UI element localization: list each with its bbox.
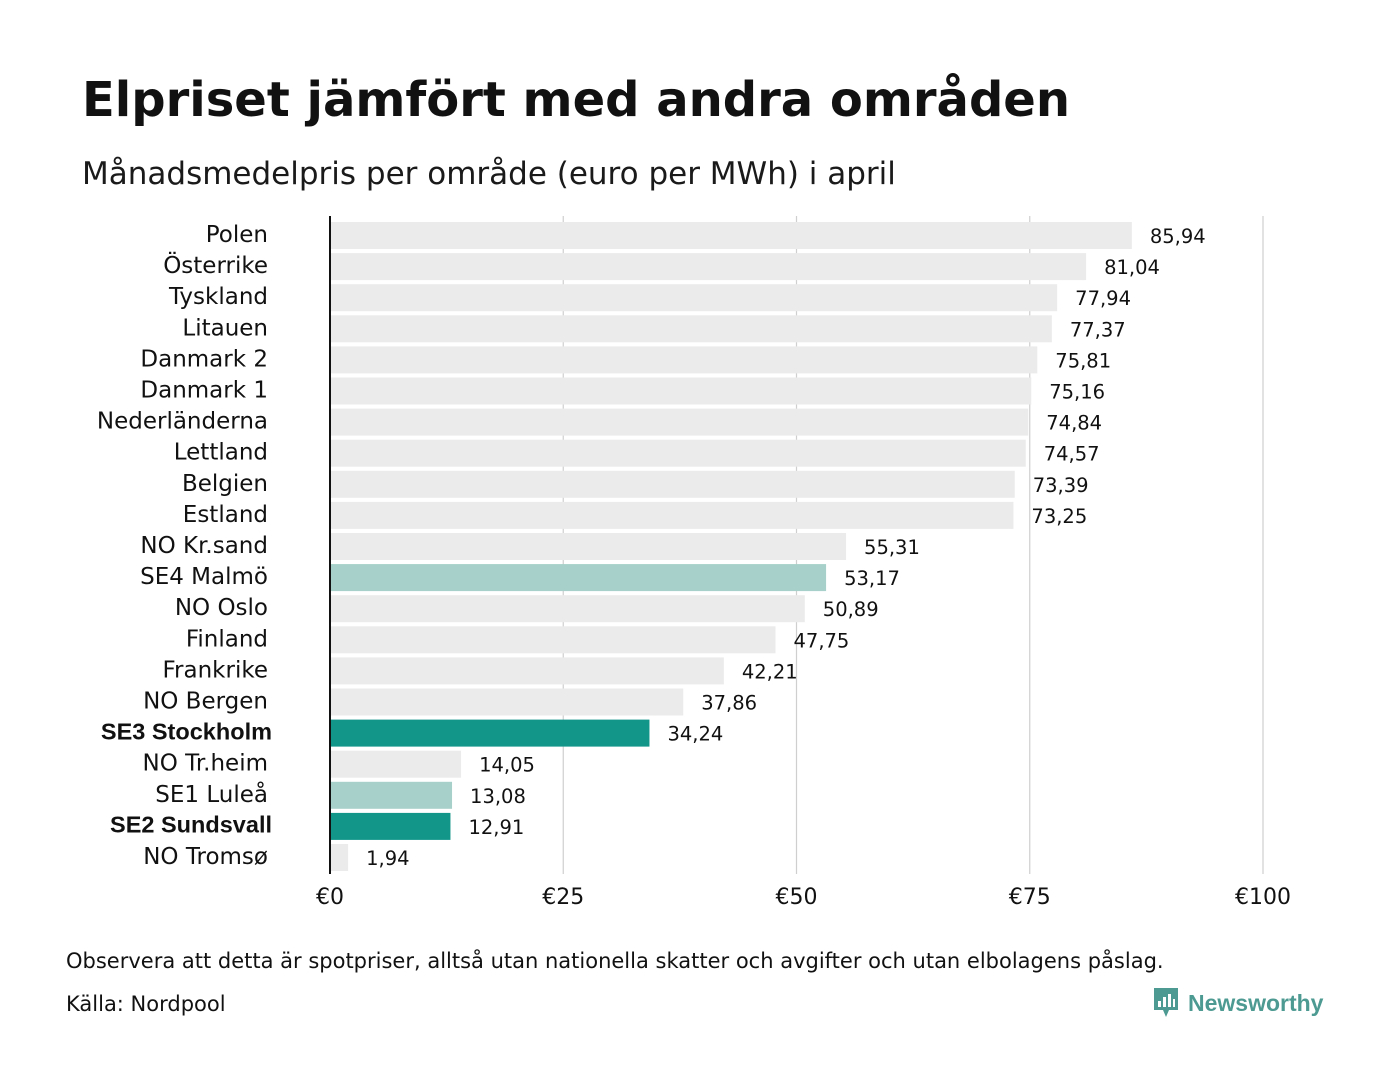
bar bbox=[330, 284, 1058, 312]
value-label: 14,05 bbox=[479, 754, 535, 777]
value-label: 77,37 bbox=[1070, 318, 1126, 341]
value-label: 12,91 bbox=[468, 816, 524, 839]
bar bbox=[330, 470, 1015, 498]
category-label: NO Bergen bbox=[143, 689, 268, 715]
chart-subtitle: Månadsmedelpris per område (euro per MWh… bbox=[82, 156, 896, 192]
category-label: Österrike bbox=[163, 251, 268, 279]
bar bbox=[330, 439, 1026, 467]
source-note: Källa: Nordpool bbox=[66, 992, 226, 1016]
bar bbox=[330, 222, 1132, 249]
x-tick-label: €0 bbox=[316, 885, 344, 910]
category-label: NO Tromsø bbox=[143, 844, 268, 870]
value-labels: 85,94 81,04 77,94 77,37 75,81 75,16 74,84 74,57… bbox=[366, 225, 1206, 870]
value-label: 37,86 bbox=[701, 692, 757, 715]
value-label: 77,94 bbox=[1075, 287, 1131, 310]
bar bbox=[330, 564, 827, 592]
value-label: 53,17 bbox=[844, 567, 900, 590]
x-axis-tick-labels: €0 €25 €50 €75 €100 bbox=[316, 885, 1291, 910]
category-label: SE2 Sundsvall bbox=[110, 812, 272, 838]
bar bbox=[330, 408, 1029, 436]
bar bbox=[330, 595, 805, 623]
value-label: 55,31 bbox=[864, 536, 920, 559]
category-label: Nederländerna bbox=[97, 409, 268, 435]
newsworthy-logo-icon bbox=[1154, 988, 1178, 1017]
category-label: Finland bbox=[186, 626, 268, 652]
bars bbox=[330, 222, 1132, 871]
value-label: 73,39 bbox=[1033, 474, 1089, 497]
category-label: Estland bbox=[183, 502, 268, 528]
category-label: Belgien bbox=[182, 471, 268, 497]
value-label: 50,89 bbox=[823, 598, 879, 621]
bar bbox=[330, 253, 1087, 281]
value-label: 73,25 bbox=[1031, 505, 1087, 528]
category-label: SE3 Stockholm bbox=[101, 718, 272, 744]
newsworthy-logo-text: Newsworthy bbox=[1188, 989, 1324, 1016]
bar bbox=[330, 346, 1038, 374]
bar bbox=[330, 533, 847, 560]
chart-title: Elpriset jämfört med andra områden bbox=[82, 72, 1071, 128]
category-label: SE1 Luleå bbox=[155, 780, 268, 808]
category-label: Danmark 1 bbox=[140, 378, 268, 404]
bar bbox=[330, 844, 349, 871]
category-label: Lettland bbox=[174, 440, 268, 466]
x-tick-label: €25 bbox=[542, 885, 584, 910]
category-labels: Polen Österrike Tyskland Litauen Danmark 2 Da… bbox=[97, 222, 272, 870]
category-label: NO Kr.sand bbox=[140, 533, 268, 559]
category-label: NO Oslo bbox=[175, 595, 268, 621]
category-label: Danmark 2 bbox=[140, 346, 268, 372]
newsworthy-logo: Newsworthy bbox=[1152, 984, 1323, 1022]
bar bbox=[330, 812, 451, 840]
category-label: Tyskland bbox=[168, 284, 268, 310]
value-label: 47,75 bbox=[794, 629, 850, 652]
bar bbox=[330, 750, 462, 778]
value-label: 74,57 bbox=[1044, 443, 1100, 466]
category-label: Litauen bbox=[182, 315, 268, 341]
value-label: 75,16 bbox=[1049, 381, 1105, 404]
bar bbox=[330, 626, 776, 654]
category-label: Frankrike bbox=[163, 657, 269, 683]
value-label: 1,94 bbox=[366, 847, 409, 870]
x-tick-label: €50 bbox=[776, 885, 818, 910]
value-label: 13,08 bbox=[470, 785, 526, 808]
value-label: 85,94 bbox=[1150, 225, 1206, 248]
bar bbox=[330, 719, 650, 747]
x-tick-label: €100 bbox=[1235, 885, 1291, 910]
value-label: 42,21 bbox=[742, 660, 798, 683]
bar bbox=[330, 657, 724, 685]
category-label: NO Tr.heim bbox=[143, 751, 268, 777]
value-label: 81,04 bbox=[1104, 256, 1160, 279]
bar bbox=[330, 315, 1052, 343]
bar bbox=[330, 688, 684, 716]
category-label: Polen bbox=[206, 222, 268, 248]
bar-chart: 85,94 81,04 77,94 77,37 75,81 75,16 74,84 74,57… bbox=[97, 216, 1291, 910]
bar bbox=[330, 501, 1014, 529]
value-label: 75,81 bbox=[1055, 349, 1111, 372]
value-label: 34,24 bbox=[667, 723, 723, 746]
x-tick-label: €75 bbox=[1009, 885, 1051, 910]
footnote: Observera att detta är spotpriser, allts… bbox=[66, 949, 1164, 973]
category-label: SE4 Malmö bbox=[140, 564, 268, 590]
value-label: 74,84 bbox=[1046, 412, 1102, 435]
bar bbox=[330, 377, 1032, 405]
bar bbox=[330, 781, 453, 809]
